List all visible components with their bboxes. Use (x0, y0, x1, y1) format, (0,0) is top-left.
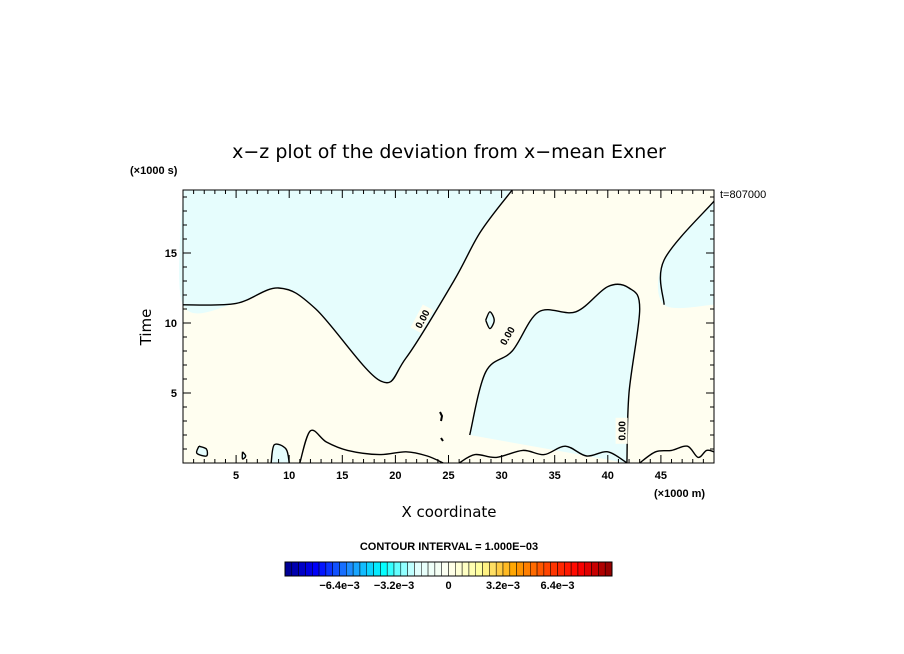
colorbar-cell (427, 561, 436, 577)
colorbar-tick-label: 3.2e−3 (486, 580, 520, 592)
contour-label-bg (495, 321, 519, 350)
colorbar-cell (523, 561, 531, 577)
colorbar-tick-label: 0 (445, 580, 451, 592)
colorbar-cell (550, 561, 558, 577)
y-tick-label: 15 (165, 248, 177, 260)
x-tick-label: 5 (233, 470, 239, 482)
negative-region-upper-left (179, 190, 513, 383)
colorbar-cell (359, 561, 367, 577)
contour-zero-upper-right (659, 200, 715, 305)
contour-speck (439, 411, 444, 422)
colorbar-cell (543, 561, 551, 577)
colorbar-cell (298, 561, 306, 577)
y-tick-label: 10 (165, 318, 177, 330)
colorbar-cell (598, 561, 606, 577)
y-unit-label: (×1000 s) (130, 165, 178, 177)
colorbar-cell (461, 561, 470, 577)
colorbar-cell (455, 561, 463, 577)
colorbar-cell (584, 561, 592, 577)
contour-label-bg (410, 304, 434, 334)
x-tick-label: 45 (655, 470, 667, 482)
colorbar-cell (591, 561, 599, 577)
x-axis-label: X coordinate (401, 503, 496, 521)
colorbar-tick-label: −6.4e−3 (319, 580, 359, 592)
colorbar-cell (516, 561, 524, 577)
colorbar-cell (509, 561, 517, 577)
contour-interval-text: CONTOUR INTERVAL = 1.000E−03 (360, 541, 538, 553)
x-tick-label: 40 (602, 470, 614, 482)
contour-blob (299, 429, 444, 464)
colorbar-cell (570, 561, 579, 577)
contour-blob (270, 443, 290, 464)
colorbar-cell (400, 561, 408, 577)
colorbar-cell (366, 561, 374, 577)
colorbar-cell (502, 561, 511, 577)
axis-ticks: 5 10 15 20 25 30 35 40 45 5 10 15 (165, 190, 714, 482)
colorbar-cell (414, 561, 422, 577)
contour-blob (241, 451, 247, 460)
colorbar-frame (284, 561, 613, 577)
negative-region-upper-right (657, 201, 714, 309)
y-axis-label: Time (137, 309, 155, 347)
x-tick-label: 30 (495, 470, 507, 482)
colorbar-cell (325, 561, 333, 577)
colorbar-cell (373, 561, 381, 577)
colorbar-labels: −6.4e−3 −3.2e−3 0 3.2e−3 6.4e−3 (319, 580, 574, 592)
colorbar-cell (530, 561, 538, 577)
colorbar-cell (380, 561, 388, 577)
negative-region-center (469, 284, 640, 463)
time-stamp: t=807000 (720, 189, 766, 201)
x-tick-label: 20 (389, 470, 401, 482)
colorbar-cell (339, 561, 347, 577)
contour-lines (182, 189, 715, 464)
colorbar-cell (407, 561, 415, 577)
colorbar-cell (448, 561, 456, 577)
contour-blob (458, 445, 628, 464)
colorbar-cell (284, 561, 293, 577)
contour-label-bg (615, 417, 628, 444)
contour-label: 0.00 (618, 421, 629, 441)
contour-zero-center (469, 283, 641, 464)
colorbar-tick-label: −3.2e−3 (374, 580, 414, 592)
colorbar-cell (393, 561, 402, 577)
colorbar-cell (434, 561, 442, 577)
colorbar (284, 561, 613, 577)
colorbar-cell (475, 561, 483, 577)
colorbar-cell (352, 561, 361, 577)
colorbar-cell (386, 561, 395, 577)
colorbar-tick-label: 6.4e−3 (541, 580, 575, 592)
colorbar-cell (495, 561, 504, 577)
x-tick-label: 15 (336, 470, 348, 482)
colorbar-cell (536, 561, 545, 577)
colorbar-cell (577, 561, 585, 577)
x-tick-label: 25 (442, 470, 454, 482)
colorbar-cell (332, 561, 340, 577)
contour-zero-upper-left (182, 189, 513, 384)
negative-regions (179, 190, 714, 463)
colorbar-cell (468, 561, 476, 577)
colorbar-cell (482, 561, 490, 577)
colorbar-cell (291, 561, 299, 577)
colorbar-cell (564, 561, 572, 577)
x-tick-label: 10 (283, 470, 295, 482)
contour-speck (440, 437, 444, 442)
colorbar-cell (441, 561, 449, 577)
chart-title: x−z plot of the deviation from x−mean Ex… (232, 141, 666, 163)
colorbar-cell (604, 561, 613, 577)
colorbar-cell (557, 561, 565, 577)
contour-blob (639, 445, 715, 464)
x-tick-label: 35 (549, 470, 561, 482)
contour-blob (485, 311, 495, 330)
colorbar-cell (318, 561, 327, 577)
colorbar-cell (489, 561, 497, 577)
colorbar-cell (312, 561, 320, 577)
contour-blob (195, 445, 209, 457)
colorbar-cell (346, 561, 354, 577)
colorbar-cell (421, 561, 429, 577)
y-tick-label: 5 (171, 388, 177, 400)
x-unit-label: (×1000 m) (654, 488, 705, 500)
colorbar-cell (305, 561, 313, 577)
